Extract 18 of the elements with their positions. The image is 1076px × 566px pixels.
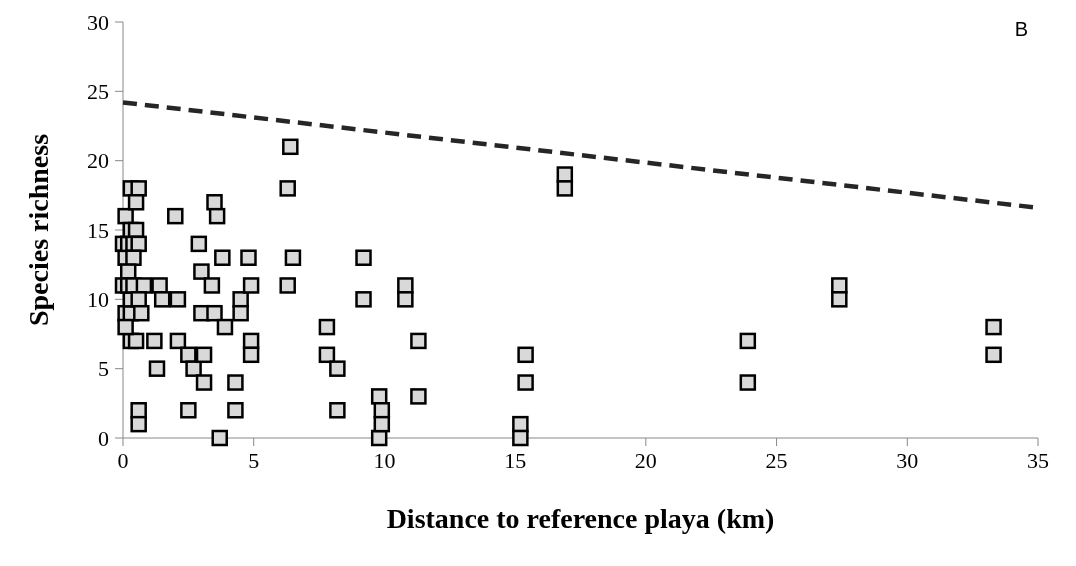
x-tick-label: 10 [373,447,396,473]
x-axis-title: Distance to reference playa (km) [386,503,775,534]
x-tick-label: 5 [248,447,260,473]
y-axis-title: Species richness [22,133,54,327]
y-tick-label: 5 [98,356,109,382]
x-tick-label: 30 [896,447,919,473]
x-tick-label: 20 [634,447,657,473]
x-tick-label: 0 [117,447,129,473]
y-tick-label: 20 [87,148,109,174]
y-tick-label: 25 [87,79,109,105]
x-tick-label: 25 [765,447,788,473]
x-tick-label: 35 [1027,447,1049,473]
y-tick-label: 0 [98,425,109,451]
x-tick-label: 15 [504,447,527,473]
y-tick-label: 10 [87,287,109,313]
y-tick-label: 30 [87,9,109,35]
annotation: B [1014,18,1028,41]
y-tick-label: 15 [87,217,109,243]
